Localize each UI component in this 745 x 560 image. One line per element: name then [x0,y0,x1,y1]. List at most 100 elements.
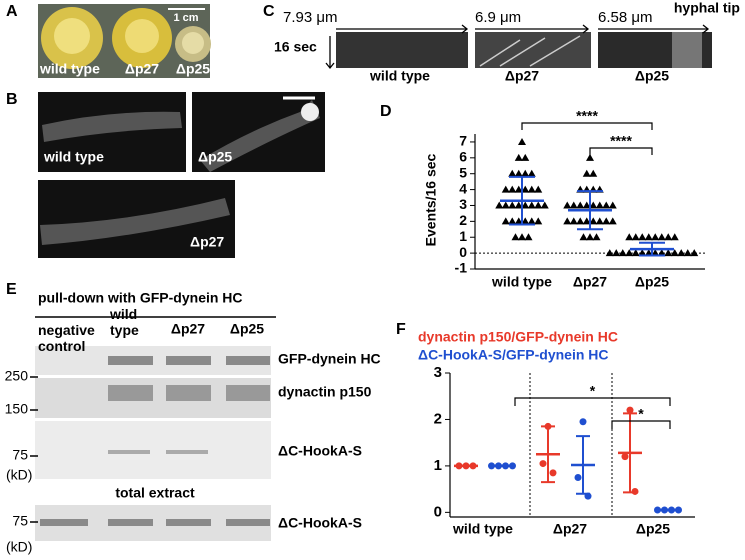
arrows [325,24,710,70]
x-tick-label: Δp27 [573,274,607,290]
data-point [514,217,523,225]
data-point [579,233,588,241]
data-point [539,460,547,468]
data-point [524,233,533,241]
kymo-trace [479,35,581,67]
data-point [670,233,679,241]
data-point [589,217,598,225]
data-point [569,217,578,225]
data-point [595,217,604,225]
data-point [582,201,591,209]
data-point [677,249,686,257]
y-tick-label: 4 [459,180,467,196]
x-tick-label: Δp27 [553,521,587,537]
caption: Δp25 [635,68,669,84]
strain-label: Δp27 [125,61,159,77]
error-bar [576,435,590,495]
lane-header: Δp27 [171,321,205,337]
data-point [511,233,520,241]
caption: Δp27 [505,68,539,84]
sig-bracket [521,122,653,130]
data-point [521,201,530,209]
time-label: 16 sec [274,39,317,55]
panel-label: A [6,3,18,20]
data-point [521,153,530,161]
strain-label: Δp25 [176,61,210,77]
error-bar [623,412,637,494]
data-point [631,249,640,257]
data-point [657,233,666,241]
data-point [501,185,510,193]
panel-label: B [6,91,18,108]
band-label: dynactin p150 [278,384,372,400]
panel-label: C [263,3,275,20]
data-point [563,217,572,225]
data-point [514,201,523,209]
colony-center [54,18,90,54]
data-point [605,249,614,257]
data-point [540,201,549,209]
kymo-tip [672,32,702,68]
data-point [514,169,523,177]
length-label: 6.9 μm [475,9,521,26]
x-tick-label: wild type [491,274,552,290]
unit-label: (kD) [6,539,32,555]
extract-title: total extract [115,485,195,501]
y-tick-label: 3 [434,364,442,381]
data-point [690,249,699,257]
lane-header: negative control [38,322,95,354]
error-bar [639,241,665,257]
panel-label: F [396,321,406,338]
data-point [664,233,673,241]
data-point [602,217,611,225]
data-point [586,233,594,241]
tip-label: hyphal tip [674,0,740,16]
y-tick-label: 6 [459,149,467,165]
y-tick-label: 5 [459,164,467,180]
data-point [534,201,543,209]
y-tick-label: 7 [459,133,467,149]
marker-label: 75 [12,513,28,529]
data-point [582,217,591,225]
legend-entry: dynactin p150/GFP-dynein HC [418,329,618,345]
data-point [518,137,526,145]
data-point [586,153,594,161]
hypha [42,111,182,142]
length-label: 6.58 μm [598,9,653,26]
sig-label: **** [576,108,598,124]
y-tick-label: 0 [459,244,467,260]
data-point [618,249,627,257]
lane-header: Δp25 [230,321,264,337]
kymograph [336,32,468,68]
data-point [683,249,692,257]
data-point [582,169,591,177]
data-point [508,217,517,225]
data-point [521,217,530,225]
x-tick-label: Δp25 [635,274,669,290]
data-point [527,217,536,225]
colony-center [182,32,204,54]
data-point [514,153,523,161]
bands [40,356,270,526]
x-tick-label: wild type [452,521,513,537]
sig-label: * [590,383,596,399]
kymograph [475,32,591,68]
band-label: GFP-dynein HC [278,351,381,367]
scale-label: 1 cm [173,12,198,24]
legend-entry: ΔC-HookA-S/GFP-dynein HC [418,347,609,363]
blot [35,421,271,479]
marker-label: 75 [12,447,28,463]
sig-label: * [638,406,644,422]
data-point [608,201,617,209]
y-tick-label: 3 [459,196,467,212]
marker-ticks [30,376,38,523]
data-point [508,185,517,193]
data-point [657,249,666,257]
lane-header: wild type [110,306,139,338]
hypha [200,100,320,172]
panel-label: D [380,103,392,120]
marker-label: 150 [5,401,29,417]
data-point [569,201,578,209]
sig-label: **** [610,133,632,149]
